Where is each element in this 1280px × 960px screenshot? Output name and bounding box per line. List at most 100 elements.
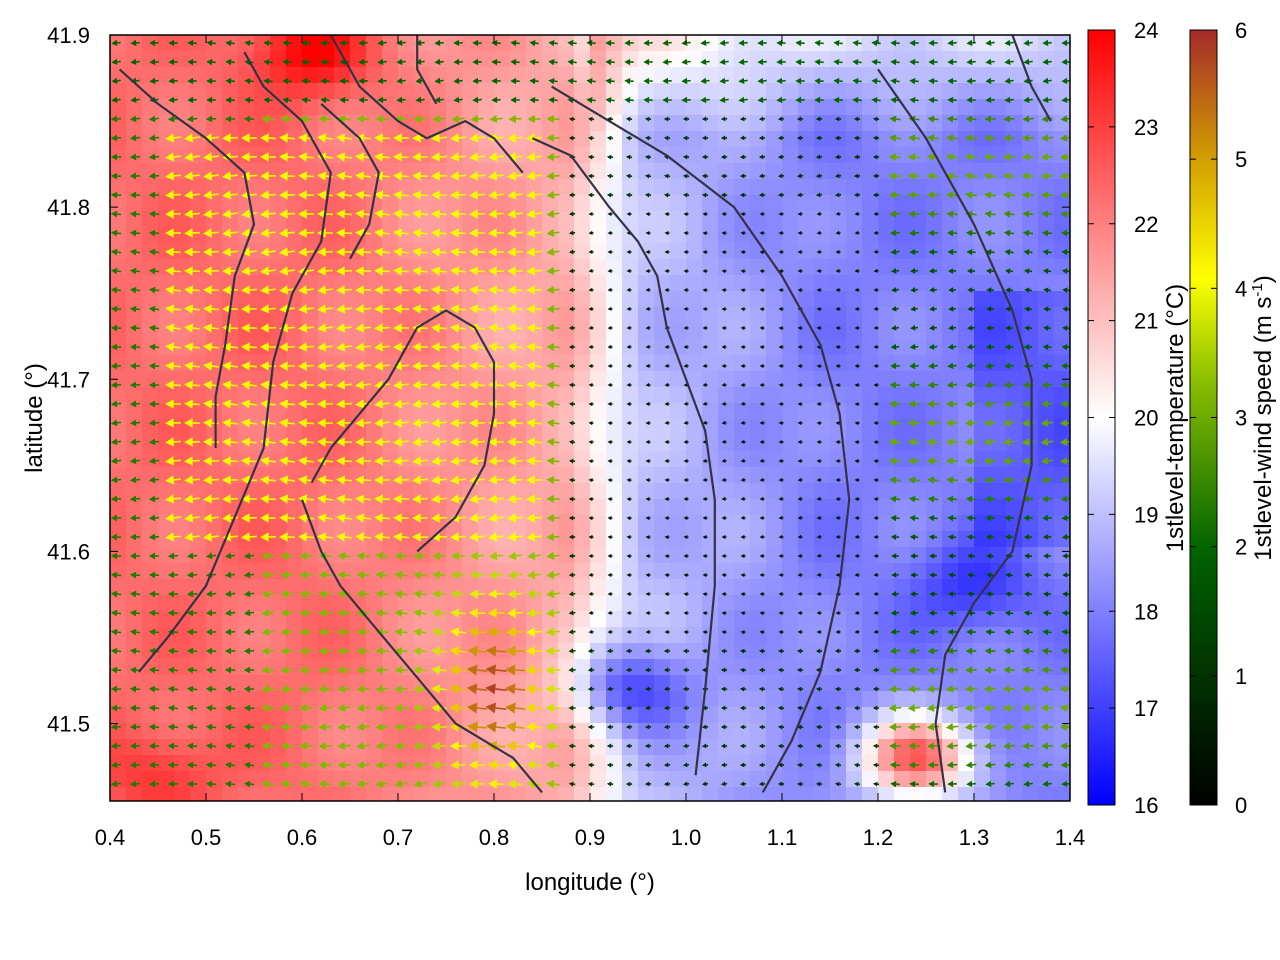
heat-cell bbox=[606, 451, 623, 468]
heat-cell bbox=[750, 419, 767, 436]
heat-cell bbox=[286, 115, 303, 132]
heat-cell bbox=[478, 243, 495, 260]
heat-cell bbox=[766, 243, 783, 260]
wind-arrow bbox=[834, 135, 842, 141]
heat-cell bbox=[638, 83, 655, 100]
heat-cell bbox=[958, 355, 975, 372]
heat-cell bbox=[782, 115, 799, 132]
heat-cell bbox=[174, 435, 191, 452]
heat-cell bbox=[1022, 739, 1039, 756]
heat-cell bbox=[190, 595, 207, 612]
heat-cell bbox=[606, 83, 623, 100]
heat-cell bbox=[526, 403, 543, 420]
heat-cell bbox=[606, 691, 623, 708]
heat-cell bbox=[990, 243, 1007, 260]
heat-cell bbox=[542, 355, 559, 372]
heat-cell bbox=[190, 387, 207, 404]
heat-cell bbox=[190, 547, 207, 564]
wind-arrow bbox=[339, 96, 349, 104]
wind-arrow bbox=[606, 135, 614, 141]
heat-cell bbox=[286, 323, 303, 340]
wind-arrow bbox=[415, 96, 425, 104]
heat-cell bbox=[686, 435, 703, 452]
heat-cell bbox=[1054, 115, 1070, 132]
heat-cell bbox=[974, 35, 991, 52]
heat-cell bbox=[782, 755, 799, 772]
heat-cell bbox=[494, 211, 511, 228]
heat-cell bbox=[670, 323, 687, 340]
heat-cell bbox=[718, 595, 735, 612]
heat-cell bbox=[766, 467, 783, 484]
heat-cell bbox=[238, 691, 255, 708]
heat-cell bbox=[638, 547, 655, 564]
heat-cell bbox=[798, 787, 815, 801]
x-tick-label: 0.9 bbox=[575, 825, 606, 850]
heat-cell bbox=[958, 531, 975, 548]
heat-cell bbox=[670, 115, 687, 132]
heat-cell bbox=[798, 67, 815, 84]
heat-cell bbox=[110, 83, 127, 100]
heat-cell bbox=[862, 483, 879, 500]
heat-cell bbox=[878, 371, 895, 388]
heat-cell bbox=[174, 307, 191, 324]
heat-cell bbox=[574, 451, 591, 468]
heat-cell bbox=[910, 179, 927, 196]
heat-cell bbox=[622, 787, 639, 801]
heat-cell bbox=[654, 83, 671, 100]
heat-cell bbox=[382, 483, 399, 500]
heat-cell bbox=[990, 435, 1007, 452]
heat-cell bbox=[798, 99, 815, 116]
heat-cell bbox=[382, 419, 399, 436]
heat-cell bbox=[974, 531, 991, 548]
heat-cell bbox=[1054, 723, 1070, 740]
heat-cell bbox=[110, 755, 127, 772]
heat-cell bbox=[958, 307, 975, 324]
heat-cell bbox=[750, 371, 767, 388]
heat-cell bbox=[366, 675, 383, 692]
heat-cell bbox=[734, 675, 751, 692]
heat-cell bbox=[1054, 419, 1070, 436]
heat-cell bbox=[878, 275, 895, 292]
heat-cell bbox=[638, 563, 655, 580]
heat-cell bbox=[654, 643, 671, 660]
heat-cell bbox=[910, 83, 927, 100]
heat-cell bbox=[686, 243, 703, 260]
heat-cell bbox=[334, 787, 351, 801]
wind-arrow bbox=[491, 58, 501, 66]
heat-cell bbox=[718, 467, 735, 484]
heat-cell bbox=[734, 467, 751, 484]
wind-arrow bbox=[489, 114, 503, 124]
heat-cell bbox=[990, 659, 1007, 676]
heat-cell bbox=[190, 707, 207, 724]
wind-arrow bbox=[472, 96, 482, 104]
heat-cell bbox=[158, 691, 175, 708]
heat-cell bbox=[334, 499, 351, 516]
heat-cell bbox=[366, 291, 383, 308]
heat-cell bbox=[894, 323, 911, 340]
wind-arrow bbox=[795, 58, 805, 66]
heat-cell bbox=[958, 195, 975, 212]
wind-arrow bbox=[110, 134, 122, 142]
heat-cell bbox=[750, 739, 767, 756]
heat-cell bbox=[846, 371, 863, 388]
heat-cell bbox=[222, 67, 239, 84]
heat-cell bbox=[766, 371, 783, 388]
heat-cell bbox=[798, 35, 815, 52]
heat-cell bbox=[750, 387, 767, 404]
heat-cell bbox=[862, 403, 879, 420]
wind-arrow bbox=[682, 135, 690, 141]
heat-cell bbox=[558, 611, 575, 628]
heat-cell bbox=[590, 163, 607, 180]
heat-cell bbox=[190, 83, 207, 100]
heat-cell bbox=[382, 35, 399, 52]
wind-arrow bbox=[241, 133, 257, 143]
heat-cell bbox=[654, 211, 671, 228]
heat-cell bbox=[558, 787, 575, 801]
heat-cell bbox=[286, 467, 303, 484]
heat-cell bbox=[126, 179, 143, 196]
heat-cell bbox=[174, 67, 191, 84]
heat-cell bbox=[126, 211, 143, 228]
heat-cell bbox=[622, 595, 639, 612]
heat-cell bbox=[846, 403, 863, 420]
wind-arrow bbox=[985, 77, 995, 85]
